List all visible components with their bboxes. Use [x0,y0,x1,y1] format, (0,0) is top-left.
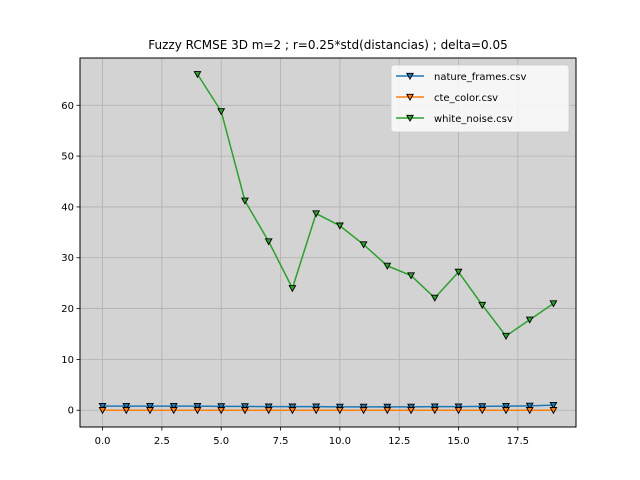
legend-box [390,64,570,133]
x-tick-label: 2.5 [154,436,170,447]
data-point-marker [430,407,439,415]
data-point-marker [193,402,202,411]
data-point-marker [335,407,344,415]
data-point-marker [312,210,321,218]
legend-label: cte_color.csv [434,93,498,104]
data-point-marker [454,268,463,276]
data-point-marker [288,403,297,411]
x-tick-label: 17.5 [507,436,529,447]
data-point-marker [169,407,178,415]
legend-label: white_noise.csv [434,114,513,125]
data-point-marker [312,403,321,411]
data-point-marker [98,402,107,411]
data-point-marker [146,402,154,411]
data-point-marker [98,407,107,415]
y-tick-label: 50 [61,152,74,163]
data-point-marker [407,272,416,280]
data-point-marker [240,407,249,415]
plot-frame [79,57,577,428]
legend-swatch-marker [406,93,414,101]
data-point-marker [549,407,558,415]
data-point-marker [478,403,487,411]
x-tick-label: 15.0 [447,436,469,447]
data-point-marker [122,407,131,415]
data-point-marker [169,402,178,411]
data-point-marker [335,222,344,230]
data-point-marker [383,262,392,270]
legend-label: nature_frames.csv [434,72,527,83]
x-tick-label: 12.5 [388,436,410,447]
data-point-marker [264,407,273,415]
axis-ticks: 0.0 2.5 5.0 7.5 10.0 12.5 15.0 17.5 0 10 20 30 40 50 6… [61,101,529,447]
x-tick-label: 5.0 [213,436,229,447]
data-point-marker [217,108,226,116]
data-point-marker [264,238,273,246]
x-tick-label: 0.0 [95,436,111,447]
data-point-marker [502,402,510,411]
data-point-marker [359,241,368,249]
data-point-marker [407,407,416,415]
data-point-marker [288,407,297,415]
data-series [98,71,558,415]
data-point-marker [525,407,534,415]
data-point-marker [240,197,249,205]
legend: nature_frames.csv cte_color.csv white_nois… [390,64,570,133]
chart-title: Fuzzy RCMSE 3D m=2 ; r=0.25*std(distanci… [148,38,507,52]
data-point-marker [240,403,249,411]
series-line [196,73,554,337]
data-point-marker [478,407,487,415]
data-point-marker [359,407,368,415]
data-point-marker [430,403,439,411]
series-line [102,404,554,408]
data-point-marker [383,407,392,415]
data-point-marker [193,71,202,79]
series-1 [98,407,558,415]
data-point-marker [217,403,226,411]
data-point-marker [525,402,534,410]
y-tick-label: 60 [61,101,74,112]
data-point-marker [217,407,226,415]
data-point-marker [502,407,510,415]
legend-swatch-marker [406,72,414,80]
y-tick-label: 30 [61,253,74,264]
series-2 [193,71,558,340]
data-point-marker [478,301,487,309]
data-point-marker [525,316,534,324]
data-point-marker [454,403,463,411]
data-point-marker [430,294,439,302]
x-tick-label: 7.5 [273,436,289,447]
data-point-marker [549,300,558,308]
data-point-marker [454,407,463,415]
data-point-marker [122,402,131,411]
y-tick-label: 40 [61,202,74,213]
data-point-marker [146,407,154,415]
data-point-marker [502,332,510,340]
x-tick-label: 10.0 [329,436,351,447]
y-tick-label: 10 [61,355,74,366]
data-point-marker [288,285,297,293]
legend-swatch-marker [406,114,414,122]
data-point-marker [264,403,273,411]
data-point-marker [549,401,558,410]
data-point-marker [193,407,202,415]
series-0 [98,401,558,411]
y-tick-label: 20 [61,304,74,315]
data-point-marker [312,407,321,415]
y-tick-label: 0 [68,406,74,417]
